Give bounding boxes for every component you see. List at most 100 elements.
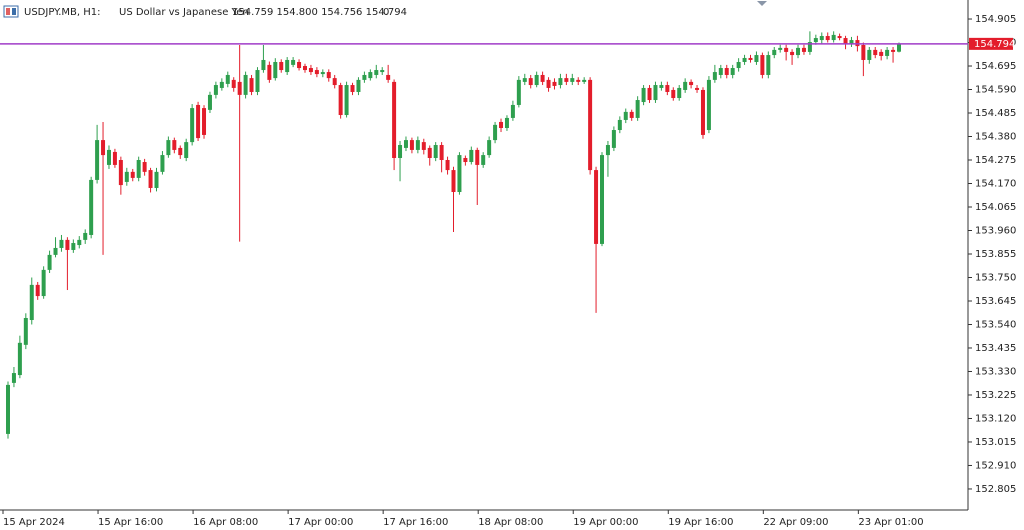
candle-body: [380, 70, 385, 73]
candle-body: [712, 72, 717, 80]
candle-body: [671, 89, 676, 99]
candle-body: [487, 140, 492, 156]
candle-body: [344, 85, 349, 116]
candle-body: [891, 49, 896, 52]
candle-body: [689, 81, 694, 86]
candle-body: [760, 55, 765, 75]
candle-body: [796, 47, 801, 56]
candle-body: [475, 149, 480, 165]
candle-body: [338, 85, 343, 116]
y-tick-label: 154.065: [975, 202, 1016, 213]
x-tick-label: 15 Apr 2024: [3, 517, 65, 528]
candle-body: [332, 78, 337, 86]
candle-body: [255, 70, 260, 92]
candle-body: [457, 155, 462, 193]
candle-body: [605, 145, 610, 156]
y-tick-label: 153.435: [975, 343, 1016, 354]
candle-body: [582, 79, 587, 82]
candle-body: [552, 81, 557, 86]
y-tick-label: 153.015: [975, 437, 1016, 448]
candle-body: [207, 94, 212, 110]
candle-body: [516, 79, 521, 105]
candle-body: [47, 254, 52, 270]
candle-body: [136, 160, 141, 178]
candle-body: [623, 111, 628, 120]
candle-body: [415, 140, 420, 150]
candle-body: [695, 87, 700, 90]
candle-body: [766, 55, 771, 75]
y-tick-label: 154.170: [975, 179, 1016, 190]
candle-body: [374, 70, 379, 75]
candle-body: [95, 140, 100, 180]
y-tick-label: 153.645: [975, 296, 1016, 307]
candle-body: [285, 59, 290, 73]
candle-body: [849, 40, 854, 45]
candle-body: [617, 119, 622, 131]
candle-body: [142, 162, 147, 172]
candle-body: [445, 160, 450, 171]
candle-body: [77, 239, 82, 246]
candle-body: [522, 78, 527, 82]
candle-body: [439, 145, 444, 161]
candle-body: [778, 47, 783, 50]
candle-body: [813, 38, 818, 43]
x-tick-label: 19 Apr 00:00: [573, 517, 638, 528]
description: US Dollar vs Japanese Yen: [119, 7, 249, 18]
candle-body: [273, 61, 278, 79]
candle-body: [611, 130, 616, 148]
candle-body: [386, 74, 391, 80]
candle-body: [89, 179, 94, 235]
candle-body: [320, 72, 325, 75]
y-tick-label: 153.750: [975, 272, 1016, 283]
candle-body: [510, 104, 515, 118]
candle-body: [534, 74, 539, 86]
candle-body: [237, 81, 242, 95]
y-tick-label: 152.805: [975, 484, 1016, 495]
candle-body: [754, 55, 759, 62]
candle-body: [807, 42, 812, 52]
candle-body: [297, 61, 302, 69]
symbol: USDJPY.MB, H1:: [24, 7, 100, 18]
candle-body: [635, 100, 640, 118]
candle-body: [600, 155, 604, 244]
x-tick-label: 15 Apr 16:00: [98, 517, 163, 528]
candle-body: [148, 170, 153, 188]
candle-body: [540, 74, 545, 82]
x-tick-label: 18 Apr 08:00: [478, 517, 543, 528]
candle-body: [112, 151, 117, 165]
candle-body: [570, 78, 575, 82]
candle-body: [267, 64, 272, 80]
candle-body: [106, 149, 111, 165]
candle-body: [243, 74, 248, 95]
candle-body: [897, 43, 901, 52]
candle-body: [362, 74, 367, 80]
candle-body: [291, 59, 296, 65]
candle-body: [59, 239, 64, 248]
candle-body: [665, 85, 670, 92]
candle-body: [17, 342, 22, 376]
candle-body: [166, 140, 171, 156]
candle-body: [172, 140, 177, 150]
header-volume: 0: [383, 7, 389, 18]
candle-body: [184, 142, 189, 158]
candle-body: [433, 145, 438, 158]
candle-body: [101, 140, 106, 156]
y-tick-label: 153.120: [975, 413, 1016, 424]
candle-body: [451, 170, 456, 193]
candle-body: [427, 147, 432, 158]
candle-body: [190, 108, 195, 143]
candle-body: [677, 87, 682, 99]
candle-body: [11, 373, 16, 383]
candle-body: [683, 81, 688, 90]
candle-body: [225, 74, 230, 84]
candle-body: [576, 79, 581, 82]
candle-body: [629, 111, 634, 118]
candle-body: [641, 87, 646, 103]
candle-body: [819, 36, 824, 41]
candle-body: [493, 124, 498, 141]
candle-body: [303, 66, 307, 71]
y-tick-label: 152.910: [975, 460, 1016, 471]
candle-body: [546, 79, 551, 88]
